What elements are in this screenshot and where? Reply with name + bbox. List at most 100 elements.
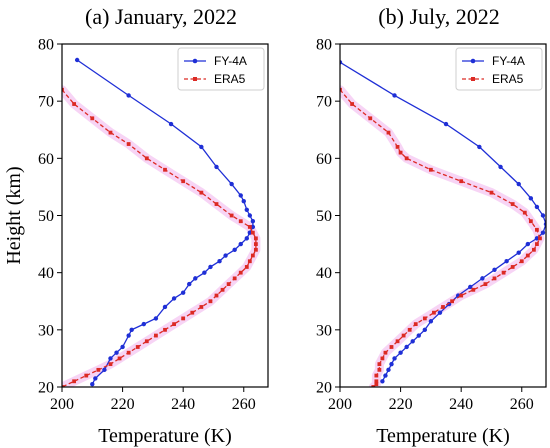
data-point-era5 <box>214 293 219 298</box>
y-tick-label: 30 <box>38 322 54 339</box>
data-point-fy-4a <box>129 327 134 333</box>
data-point-fy-4a <box>244 236 249 241</box>
data-point-fy-4a <box>202 270 207 275</box>
y-tick-label: 80 <box>38 37 54 54</box>
data-point-fy-4a <box>90 381 95 387</box>
data-point-fy-4a <box>492 267 497 273</box>
legend: FY-4A ERA5 <box>455 47 543 91</box>
series-halo <box>62 85 261 387</box>
data-point-era5 <box>96 367 101 372</box>
data-point-fy-4a <box>108 356 113 361</box>
data-point-era5 <box>471 287 476 292</box>
y-tick-label: 20 <box>38 380 54 397</box>
data-point-era5 <box>535 242 539 246</box>
panel-title: (b) July, 2022 <box>378 4 499 29</box>
data-point-era5 <box>501 270 506 275</box>
data-point-era5 <box>432 310 436 315</box>
x-tick-label: 260 <box>232 396 256 413</box>
y-tick-label: 70 <box>38 94 54 111</box>
data-point-fy-4a <box>102 367 107 373</box>
data-point-era5 <box>135 345 140 349</box>
data-point-fy-4a <box>223 253 228 258</box>
x-tick-label: 200 <box>328 396 352 413</box>
data-point-era5 <box>340 87 342 92</box>
y-tick-label: 70 <box>316 94 332 111</box>
data-point-era5 <box>144 339 149 344</box>
data-point-fy-4a <box>126 333 131 338</box>
data-point-era5 <box>374 382 379 387</box>
data-point-era5 <box>441 305 445 309</box>
data-point-era5 <box>72 102 77 106</box>
x-tick-label: 220 <box>389 396 413 413</box>
x-axis-label: Temperature (K) <box>376 425 510 447</box>
panel-title: (a) January, 2022 <box>85 4 237 29</box>
data-point-fy-4a <box>241 199 246 204</box>
legend: FY-4A ERA5 <box>177 47 265 91</box>
series-halo <box>340 85 545 387</box>
data-point-era5 <box>253 242 258 246</box>
data-point-fy-4a <box>247 213 253 218</box>
data-point-era5 <box>380 356 385 361</box>
data-point-era5 <box>181 316 186 321</box>
data-point-fy-4a <box>383 373 388 378</box>
data-point-era5 <box>154 333 158 338</box>
data-point-era5 <box>492 276 497 281</box>
data-point-fy-4a <box>525 241 531 247</box>
legend-marker <box>193 77 197 81</box>
data-point-era5 <box>368 116 373 121</box>
plot-area <box>62 57 261 387</box>
data-point-fy-4a <box>250 224 256 230</box>
data-point-era5 <box>244 265 249 269</box>
data-point-fy-4a <box>114 350 119 355</box>
data-point-era5 <box>72 379 77 384</box>
data-point-fy-4a <box>416 333 421 338</box>
x-tick-label: 240 <box>171 396 195 413</box>
data-point-fy-4a <box>480 276 485 281</box>
data-point-fy-4a <box>171 296 177 301</box>
data-point-era5 <box>428 167 433 172</box>
data-point-era5 <box>199 305 204 309</box>
data-point-era5 <box>117 356 122 361</box>
data-point-era5 <box>163 167 167 172</box>
panel-a: (a) January, 2022 200 220 240 260 20 30 40 50 60 7… <box>3 4 269 447</box>
data-point-era5 <box>84 373 89 378</box>
data-point-fy-4a <box>516 181 521 187</box>
data-point-fy-4a <box>232 247 237 252</box>
plot-area <box>340 60 546 387</box>
data-point-era5 <box>220 287 225 292</box>
data-point-era5 <box>371 385 376 387</box>
data-point-fy-4a <box>404 344 409 350</box>
data-point-fy-4a <box>214 164 219 170</box>
data-point-era5 <box>238 270 243 275</box>
data-point-fy-4a <box>217 259 222 264</box>
data-point-era5 <box>199 190 204 195</box>
data-point-fy-4a <box>93 376 98 381</box>
data-point-era5 <box>535 227 539 232</box>
data-point-era5 <box>483 282 488 286</box>
series-line-era5 <box>340 89 541 387</box>
data-point-era5 <box>383 350 388 355</box>
data-point-fy-4a <box>386 367 391 373</box>
data-point-fy-4a <box>208 264 213 270</box>
data-point-era5 <box>519 259 524 264</box>
data-point-fy-4a <box>446 301 452 307</box>
y-tick-label: 60 <box>316 151 332 168</box>
data-point-fy-4a <box>534 236 540 241</box>
data-point-fy-4a <box>244 207 249 212</box>
data-point-fy-4a <box>238 241 243 247</box>
data-point-fy-4a <box>229 181 234 187</box>
data-point-fy-4a <box>180 290 186 295</box>
data-point-fy-4a <box>398 350 403 355</box>
data-point-era5 <box>489 190 494 195</box>
y-axis-label: Height (km) <box>3 166 25 264</box>
legend-marker <box>471 77 475 81</box>
data-point-era5 <box>422 316 427 321</box>
y-tick-label: 30 <box>316 322 332 339</box>
x-tick-label: 220 <box>111 396 135 413</box>
y-tick-label: 50 <box>316 208 332 225</box>
series-line-fy-4a <box>76 59 254 385</box>
data-point-era5 <box>250 230 255 235</box>
legend-marker <box>192 58 198 64</box>
data-point-era5 <box>190 310 195 315</box>
data-point-fy-4a <box>141 321 146 327</box>
